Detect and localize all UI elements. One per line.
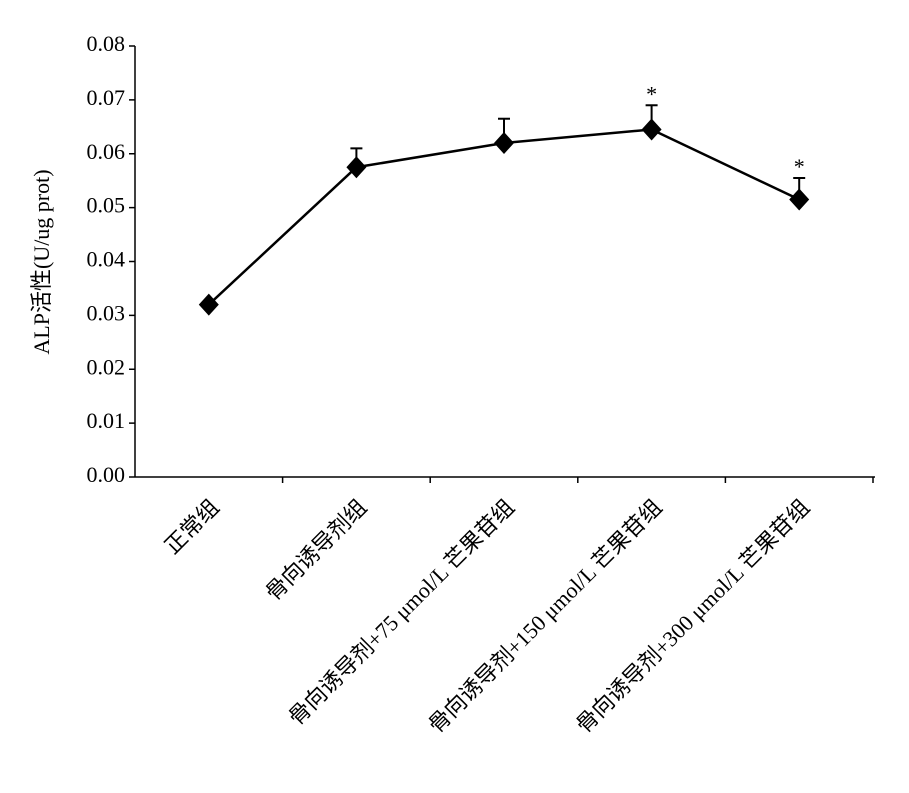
y-tick-label: 0.03 — [87, 300, 126, 325]
y-tick-label: 0.04 — [87, 247, 126, 272]
y-tick-label: 0.08 — [87, 31, 126, 56]
y-axis-label: ALP活性(U/ug prot) — [29, 169, 54, 354]
marker — [494, 131, 514, 154]
line — [207, 128, 800, 306]
y-tick-label: 0.05 — [87, 193, 126, 218]
marker — [789, 188, 810, 211]
y-tick-label: 0.07 — [87, 85, 126, 110]
y-tick-label: 0.01 — [87, 408, 126, 433]
y-tick-label: 0.02 — [87, 354, 126, 379]
x-tick-label: 骨向诱导剂组 — [260, 494, 371, 605]
significance-label: * — [794, 154, 805, 179]
y-tick-label: 0.06 — [87, 139, 126, 164]
significance-label: * — [646, 81, 657, 106]
marker — [198, 293, 219, 316]
marker — [641, 118, 662, 141]
marker — [346, 156, 367, 179]
x-tick-label: 骨向诱导剂+300 μmol/L 芒果苷组 — [571, 494, 814, 737]
x-tick-label: 正常组 — [160, 494, 224, 558]
x-tick-label: 骨向诱导剂+150 μmol/L 芒果苷组 — [423, 494, 666, 737]
y-tick-label: 0.00 — [87, 462, 126, 487]
